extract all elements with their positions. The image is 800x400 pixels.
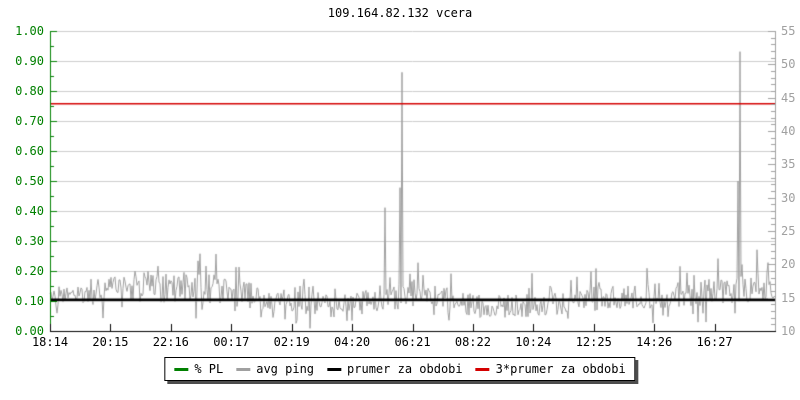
y-axis-right-tick-label: 15 <box>781 290 796 305</box>
y-axis-left-tick-label: 0.10 <box>15 294 44 308</box>
legend-item-label: avg ping <box>256 362 315 376</box>
legend-item-label: prumer za obdobi <box>347 362 463 376</box>
x-axis-tick-label: 04:20 <box>334 335 371 349</box>
y-axis-left-tick-label: 0.20 <box>15 264 44 278</box>
y-axis-right-tick-label: 25 <box>781 224 796 238</box>
y-axis-left-tick-label: 0.00 <box>15 324 44 338</box>
y-axis-left-tick-label: 1.00 <box>15 24 44 38</box>
y-axis-left-tick-label: 0.60 <box>15 144 44 158</box>
y-axis-right-tick-label: 40 <box>781 124 796 138</box>
avg-ping-line-swatch-icon <box>236 367 251 371</box>
legend-item-period-average: prumer za obdobi <box>327 362 463 376</box>
x-axis-tick-label: 18:14 <box>31 335 69 349</box>
y-axis-left-tick-label: 0.40 <box>15 204 44 218</box>
y-axis-right-tick-label: 50 <box>781 57 796 72</box>
x-axis-tick-label: 14:26 <box>636 335 673 349</box>
x-axis-tick-label: 00:17 <box>213 335 250 349</box>
x-axis-tick-label: 20:15 <box>92 335 129 349</box>
x-axis-tick-label: 08:22 <box>454 335 491 349</box>
x-axis-tick-label: 10:24 <box>515 335 552 349</box>
legend-item-label: 3*prumer za obdobi <box>495 362 626 376</box>
chart-legend: % PL avg ping prumer za obdobi 3*prumer … <box>164 357 636 381</box>
y-axis-left-tick-label: 0.70 <box>15 114 44 128</box>
legend-item-avg-ping: avg ping <box>236 362 314 376</box>
legend-item-3x-period-average: 3*prumer za obdobi <box>475 362 626 376</box>
y-axis-left-tick-label: 0.50 <box>15 174 44 188</box>
legend-item-pl: % PL <box>174 362 223 376</box>
pl-line-swatch-icon <box>174 367 189 371</box>
x-axis-tick-label: 02:19 <box>273 335 310 349</box>
y-axis-left-tick-label: 0.30 <box>15 234 44 248</box>
x-axis-tick-label: 16:27 <box>696 335 733 349</box>
y-axis-left-tick-label: 0.80 <box>15 84 44 98</box>
x-axis-tick-label: 22:16 <box>152 335 189 349</box>
x-axis-tick-label: 06:21 <box>394 335 431 349</box>
y-axis-right-tick-label: 20 <box>781 257 796 272</box>
x-axis-tick-label: 12:25 <box>575 335 612 349</box>
3x-period-average-line-swatch-icon <box>475 367 490 371</box>
y-axis-right-tick-label: 45 <box>781 90 796 105</box>
y-axis-left-tick-label: 0.90 <box>15 54 44 68</box>
y-axis-right-tick-label: 55 <box>781 24 796 38</box>
y-axis-right-tick-label: 10 <box>781 324 796 338</box>
y-axis-right-tick-label: 30 <box>781 190 796 205</box>
legend-item-label: % PL <box>194 362 224 376</box>
period-average-line-swatch-icon <box>327 367 342 371</box>
y-axis-right-tick-label: 35 <box>781 157 796 172</box>
